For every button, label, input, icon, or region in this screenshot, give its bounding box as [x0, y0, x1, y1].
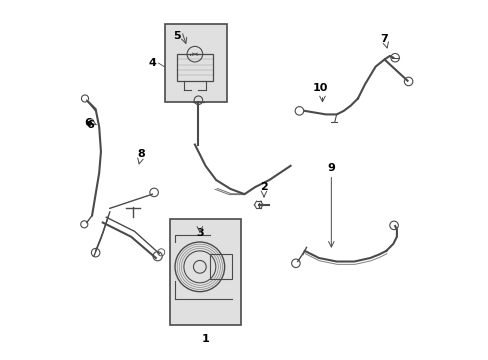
Text: 7: 7	[380, 33, 387, 44]
FancyBboxPatch shape	[170, 219, 241, 325]
Text: 3: 3	[196, 228, 203, 238]
Bar	[177, 54, 212, 81]
Text: 6: 6	[84, 118, 92, 128]
Text: 4: 4	[148, 58, 156, 68]
Text: 9: 9	[327, 163, 335, 173]
Text: 10: 10	[312, 83, 328, 93]
Text: 6: 6	[86, 120, 94, 130]
Text: 8: 8	[138, 149, 145, 159]
Bar	[210, 255, 231, 279]
Text: 2: 2	[260, 183, 267, 192]
Text: 5: 5	[173, 31, 181, 41]
Text: 1: 1	[201, 334, 209, 344]
FancyBboxPatch shape	[164, 24, 226, 102]
